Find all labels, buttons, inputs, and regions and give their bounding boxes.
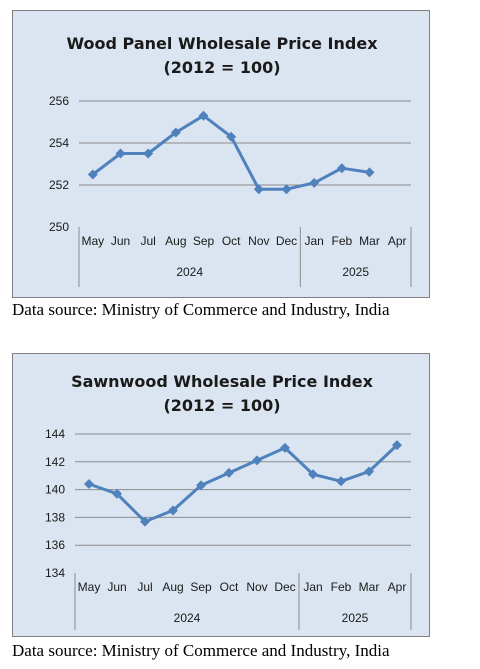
x-tick-label: Apr: [388, 580, 407, 594]
x-tick-label: Apr: [388, 234, 407, 248]
x-tick-label: Aug: [162, 580, 183, 594]
wood-panel-chart-svg: Wood Panel Wholesale Price Index (2012 =…: [49, 34, 412, 287]
y-tick-label: 256: [49, 94, 69, 108]
data-point: [226, 131, 237, 142]
x-tick-label: Oct: [222, 234, 241, 248]
x-tick-label: Jul: [140, 234, 155, 248]
series-line: [88, 444, 399, 524]
y-tick-label: 136: [45, 538, 65, 552]
chart-subtitle: (2012 = 100): [163, 396, 280, 415]
y-tick-label: 140: [45, 483, 65, 497]
data-source-note: Data source: Ministry of Commerce and In…: [12, 300, 390, 319]
data-point: [252, 455, 262, 466]
data-point: [87, 169, 98, 180]
data-point: [392, 440, 402, 451]
x-tick-label: Feb: [331, 580, 352, 594]
x-tick-label: Mar: [359, 580, 380, 594]
x-tick-label: Jun: [107, 580, 126, 594]
data-point: [309, 177, 320, 188]
year-group-label: 2025: [342, 611, 369, 625]
y-tick-label: 250: [49, 220, 69, 234]
x-tick-label: Nov: [248, 234, 269, 248]
data-point: [224, 467, 234, 478]
data-point: [364, 167, 375, 178]
year-group-label: 2024: [176, 265, 203, 279]
sawnwood-chart-svg: Sawnwood Wholesale Price Index (2012 = 1…: [45, 372, 412, 630]
data-point: [364, 466, 374, 477]
y-tick-label: 254: [49, 136, 69, 150]
x-tick-label: Sep: [190, 580, 212, 594]
data-point: [281, 184, 292, 195]
data-point: [84, 479, 94, 490]
y-tick-label: 144: [45, 427, 65, 441]
chart-subtitle: (2012 = 100): [163, 58, 280, 77]
x-tick-label: Jan: [303, 580, 322, 594]
x-tick-label: Jun: [111, 234, 130, 248]
data-source-note: Data source: Ministry of Commerce and In…: [12, 641, 390, 660]
x-tick-label: Jan: [304, 234, 323, 248]
year-group-label: 2025: [342, 265, 369, 279]
x-tick-label: Dec: [274, 580, 295, 594]
x-tick-label: Sep: [193, 234, 215, 248]
data-point: [112, 488, 122, 499]
y-tick-label: 142: [45, 455, 65, 469]
chart-title: Wood Panel Wholesale Price Index: [66, 34, 378, 53]
x-tick-label: Nov: [246, 580, 267, 594]
x-tick-label: May: [78, 580, 101, 594]
x-tick-label: Aug: [165, 234, 186, 248]
data-point: [196, 480, 206, 491]
data-point: [170, 127, 181, 138]
y-tick-label: 252: [49, 178, 69, 192]
year-group-label: 2024: [174, 611, 201, 625]
y-tick-label: 134: [45, 566, 65, 580]
data-point: [308, 469, 318, 480]
data-point: [280, 442, 290, 453]
x-tick-label: Feb: [331, 234, 352, 248]
data-point: [168, 505, 178, 516]
wood-panel-chart: Wood Panel Wholesale Price Index (2012 =…: [12, 10, 430, 298]
x-tick-label: Oct: [220, 580, 239, 594]
data-point: [143, 148, 154, 159]
x-tick-label: Mar: [359, 234, 380, 248]
data-point: [336, 163, 347, 174]
x-tick-label: May: [81, 234, 104, 248]
x-tick-label: Dec: [276, 234, 297, 248]
data-point: [198, 110, 209, 121]
chart-title: Sawnwood Wholesale Price Index: [71, 372, 374, 391]
data-point: [115, 148, 126, 159]
data-point: [336, 476, 346, 487]
series-line: [91, 114, 370, 191]
sawnwood-chart: Sawnwood Wholesale Price Index (2012 = 1…: [12, 353, 430, 637]
x-tick-label: Jul: [137, 580, 152, 594]
data-point: [140, 516, 150, 527]
y-tick-label: 138: [45, 510, 65, 524]
